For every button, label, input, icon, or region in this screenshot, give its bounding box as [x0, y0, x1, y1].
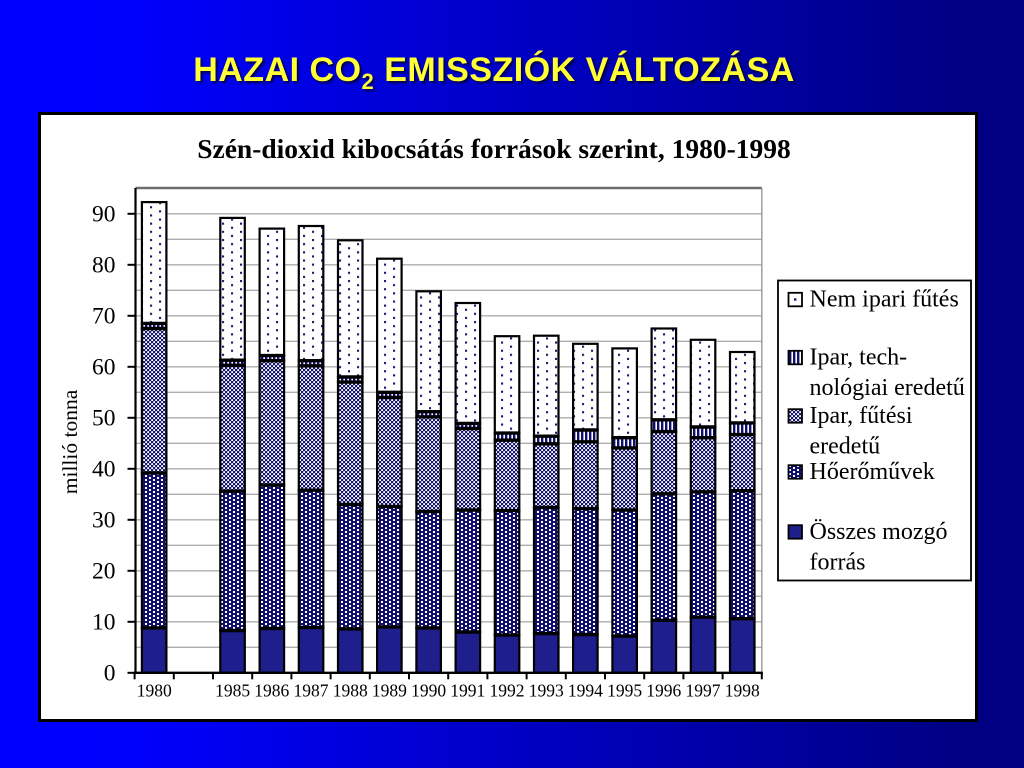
svg-text:Ipar, tech-: Ipar, tech- [810, 345, 908, 371]
svg-text:1996: 1996 [646, 681, 681, 701]
svg-text:1993: 1993 [529, 681, 564, 701]
svg-text:20: 20 [92, 558, 116, 584]
svg-text:millió tonna: millió tonna [58, 389, 82, 494]
svg-text:Hőerőművek: Hőerőművek [810, 459, 935, 485]
svg-text:eredetű: eredetű [810, 434, 881, 460]
svg-text:1990: 1990 [411, 681, 446, 701]
svg-text:Nem ipari fűtés: Nem ipari fűtés [810, 287, 959, 313]
svg-text:40: 40 [92, 456, 116, 482]
svg-text:1994: 1994 [568, 681, 603, 701]
svg-text:1986: 1986 [254, 681, 289, 701]
svg-text:Szén-dioxid kibocsátás forráso: Szén-dioxid kibocsátás források szerint,… [197, 133, 791, 164]
svg-text:60: 60 [92, 354, 116, 380]
svg-text:0: 0 [104, 660, 116, 686]
svg-text:1995: 1995 [607, 681, 642, 701]
svg-text:1997: 1997 [686, 681, 721, 701]
svg-text:forrás: forrás [810, 550, 866, 576]
svg-text:50: 50 [92, 405, 116, 431]
svg-text:1991: 1991 [450, 681, 485, 701]
svg-text:nológiai eredetű: nológiai eredetű [810, 375, 965, 401]
svg-text:80: 80 [92, 252, 116, 278]
svg-text:1987: 1987 [294, 681, 329, 701]
svg-text:Összes mozgó: Összes mozgó [810, 519, 948, 545]
svg-text:Ipar, fűtési: Ipar, fűtési [810, 403, 913, 429]
svg-text:10: 10 [92, 609, 116, 635]
svg-text:30: 30 [92, 507, 116, 533]
svg-text:90: 90 [92, 201, 116, 227]
svg-text:1988: 1988 [333, 681, 368, 701]
svg-text:70: 70 [92, 303, 116, 329]
svg-text:1985: 1985 [215, 681, 250, 701]
svg-text:1989: 1989 [372, 681, 407, 701]
svg-text:1998: 1998 [725, 681, 760, 701]
svg-text:1980: 1980 [137, 681, 172, 701]
svg-text:1992: 1992 [490, 681, 525, 701]
